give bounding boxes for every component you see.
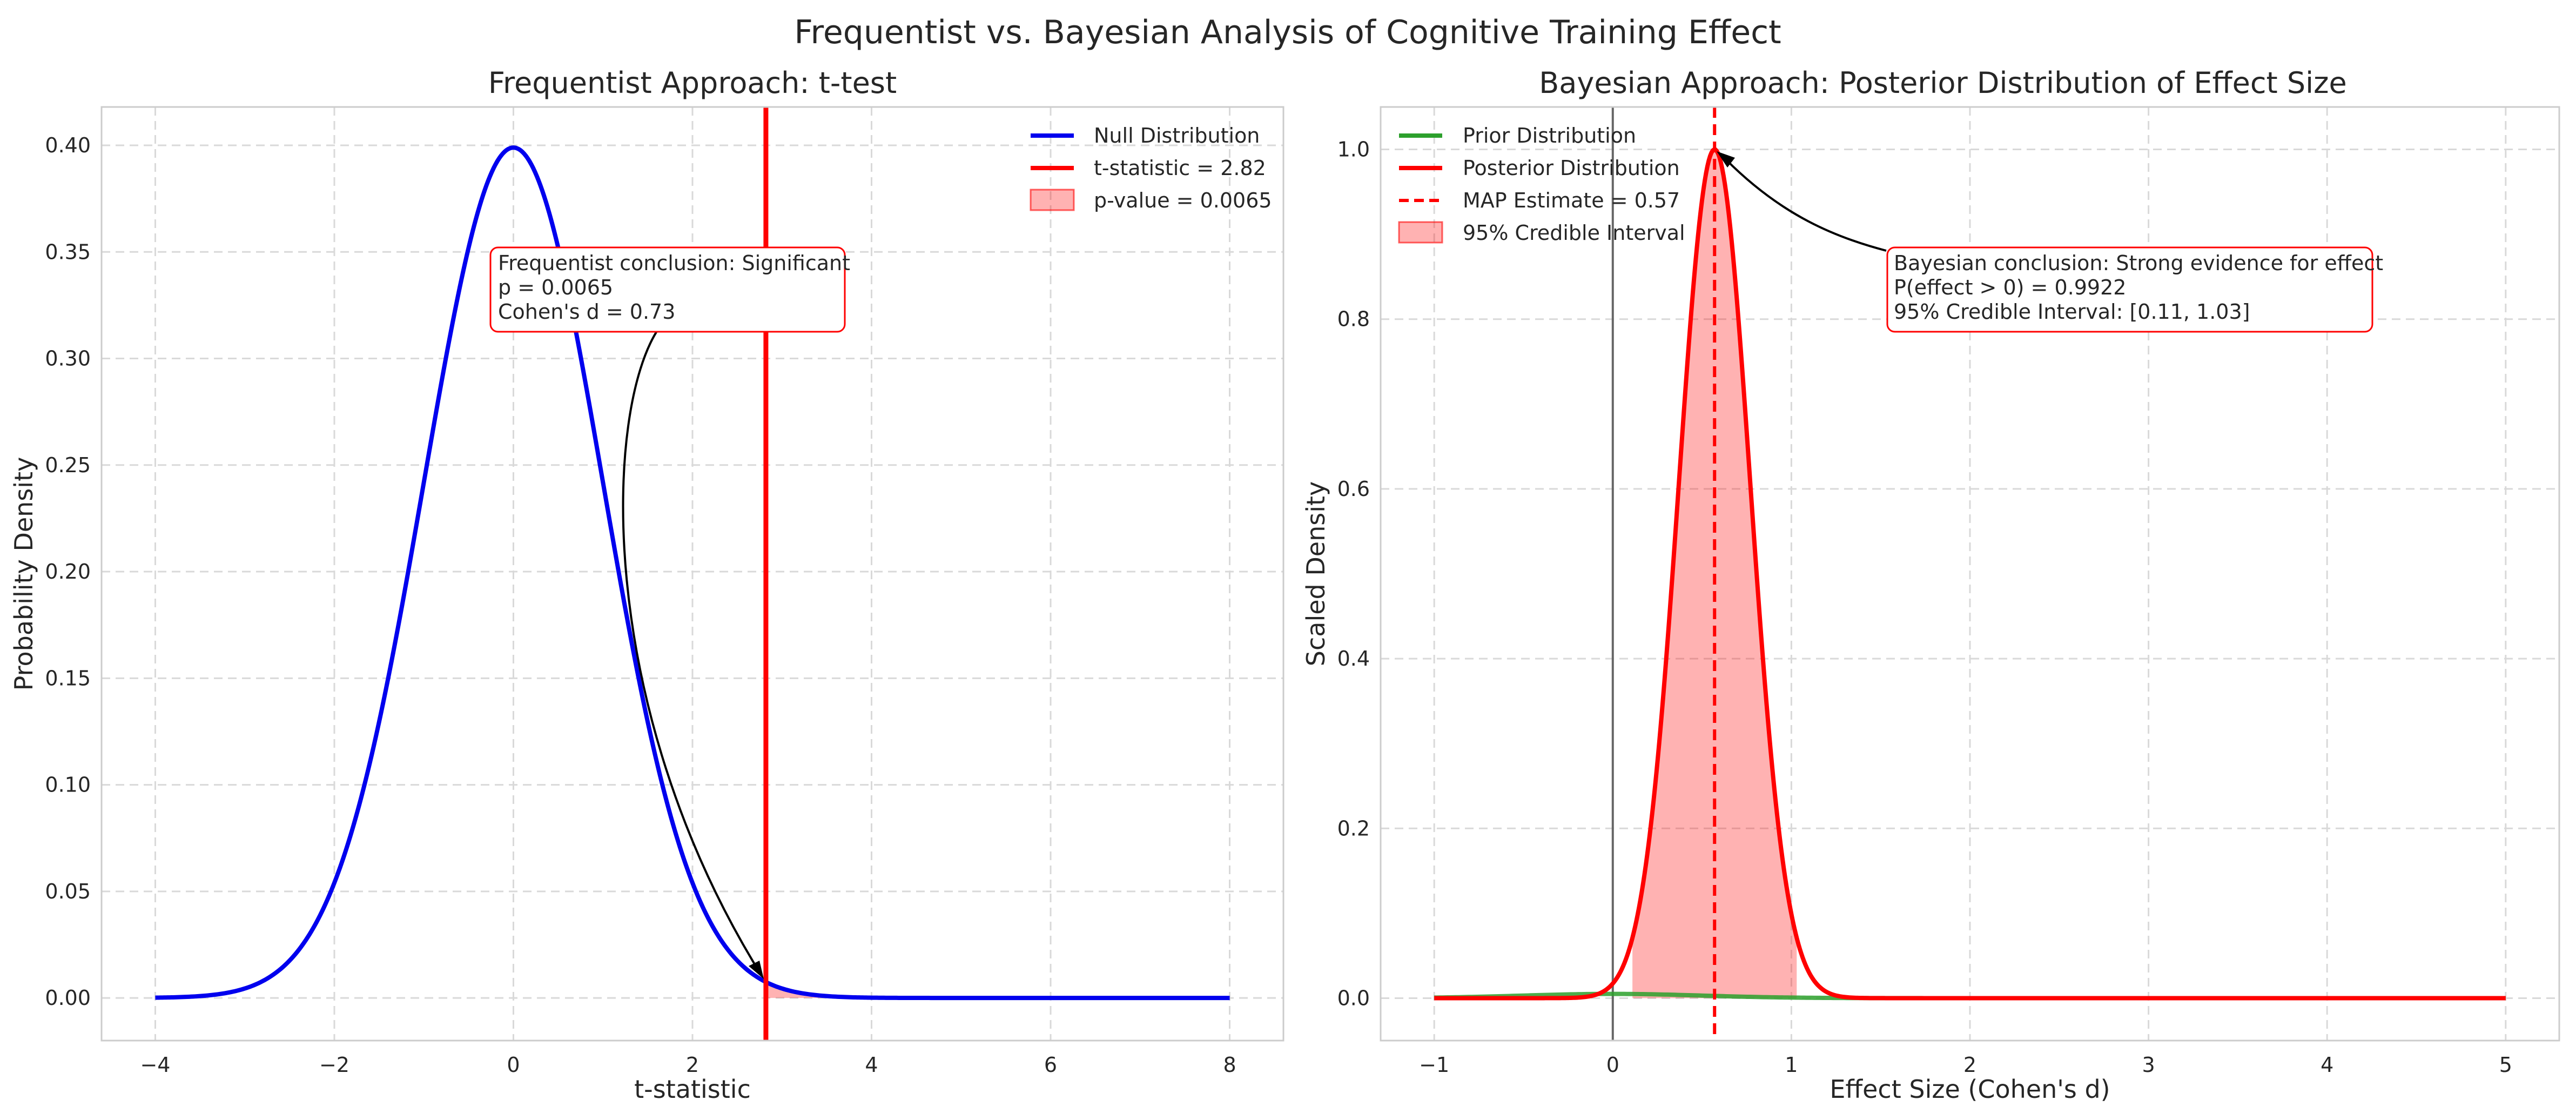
x-tick-label: −4 [140,1053,170,1077]
bayesian-x-ticks: −1 0 1 2 3 4 5 [1419,1053,2512,1077]
frequentist-annotation-line-3: Cohen's d = 0.73 [498,300,675,324]
figure-suptitle: Frequentist vs. Bayesian Analysis of Cog… [794,14,1781,51]
x-tick-label: 2 [1963,1053,1976,1077]
y-tick-label: 0.15 [45,666,91,690]
y-tick-label: 1.0 [1337,138,1370,162]
legend-prior-label: Prior Distribution [1463,124,1636,147]
y-tick-label: 0.10 [45,773,91,797]
posterior-distribution-curve [1434,147,2506,1001]
bayesian-legend: Prior Distribution Posterior Distributio… [1398,124,1685,245]
y-tick-label: 0.30 [45,347,91,371]
y-tick-label: 0.35 [45,240,91,264]
legend-tstat-label: t-statistic = 2.82 [1094,156,1266,180]
frequentist-axes-frame [100,106,1284,1042]
panel-bayesian: Bayesian Approach: Posterior Distributio… [1301,66,2560,1104]
frequentist-legend: Null Distribution t-statistic = 2.82 p-v… [1030,124,1272,212]
x-tick-label: 3 [2142,1053,2155,1077]
legend-ci-swatch [1398,221,1443,244]
x-tick-label: 6 [1044,1053,1057,1077]
bayesian-annotation-line-1: Bayesian conclusion: Strong evidence for… [1894,251,2383,275]
x-tick-label: 2 [686,1053,699,1077]
y-tick-label: 0.00 [45,986,91,1010]
y-tick-label: 0.6 [1337,477,1370,501]
y-tick-label: 0.25 [45,453,91,477]
frequentist-arrow-head [749,961,764,979]
legend-posterior-label: Posterior Distribution [1463,156,1680,180]
legend-ci-label: 95% Credible Interval [1463,221,1685,245]
frequentist-x-label: t-statistic [634,1075,751,1104]
x-tick-label: 4 [2321,1053,2333,1077]
bayesian-x-label: Effect Size (Cohen's d) [1830,1075,2110,1104]
panel-frequentist: Frequentist Approach: t-test −4 −2 0 2 4 6 8 0… [9,66,1284,1104]
y-tick-label: 0.20 [45,560,91,584]
bayesian-annotation-line-2: P(effect > 0) = 0.9922 [1894,276,2126,299]
bayesian-y-label: Scaled Density [1301,481,1330,666]
bayesian-axes-frame [1380,106,2560,1042]
x-tick-label: 4 [865,1053,878,1077]
bayesian-y-ticks: 0.0 0.2 0.4 0.6 0.8 1.0 [1337,138,1370,1010]
x-tick-label: 0 [1606,1053,1619,1077]
y-tick-label: 0.2 [1337,816,1370,840]
frequentist-annotation-arrow [622,328,759,971]
y-tick-label: 0.4 [1337,647,1370,670]
bayesian-annotation-box [1886,246,2373,333]
bayesian-annotation-line-3: 95% Credible Interval: [0.11, 1.03] [1894,300,2250,324]
legend-null-label: Null Distribution [1094,124,1260,147]
frequentist-gridlines [102,107,1283,1041]
y-tick-label: 0.8 [1337,307,1370,331]
y-tick-label: 0.0 [1337,986,1370,1010]
frequentist-y-label: Probability Density [9,457,38,691]
frequentist-y-ticks: 0.00 0.05 0.10 0.15 0.20 0.25 0.30 0.35 0.40 [45,133,91,1010]
x-tick-label: 0 [507,1053,520,1077]
legend-pvalue-label: p-value = 0.0065 [1094,189,1272,212]
y-tick-label: 0.05 [45,880,91,903]
frequentist-annotation-box [489,246,846,333]
legend-pvalue-swatch [1030,189,1075,211]
frequentist-x-ticks: −4 −2 0 2 4 6 8 [140,1053,1236,1077]
x-tick-label: 1 [1785,1053,1798,1077]
x-tick-label: 8 [1223,1053,1236,1077]
frequentist-title: Frequentist Approach: t-test [488,66,897,100]
y-tick-label: 0.40 [45,133,91,157]
bayesian-annotation-arrow [1725,159,1887,252]
x-tick-label: 5 [2499,1053,2512,1077]
x-tick-label: −2 [319,1053,349,1077]
bayesian-title: Bayesian Approach: Posterior Distributio… [1539,66,2347,100]
bayesian-arrow-head [1717,151,1735,167]
frequentist-annotation-line-1: Frequentist conclusion: Significant [498,251,850,275]
legend-map-label: MAP Estimate = 0.57 [1463,189,1680,212]
null-distribution-curve [155,145,1230,1001]
x-tick-label: −1 [1419,1053,1449,1077]
frequentist-annotation-line-2: p = 0.0065 [498,276,613,299]
